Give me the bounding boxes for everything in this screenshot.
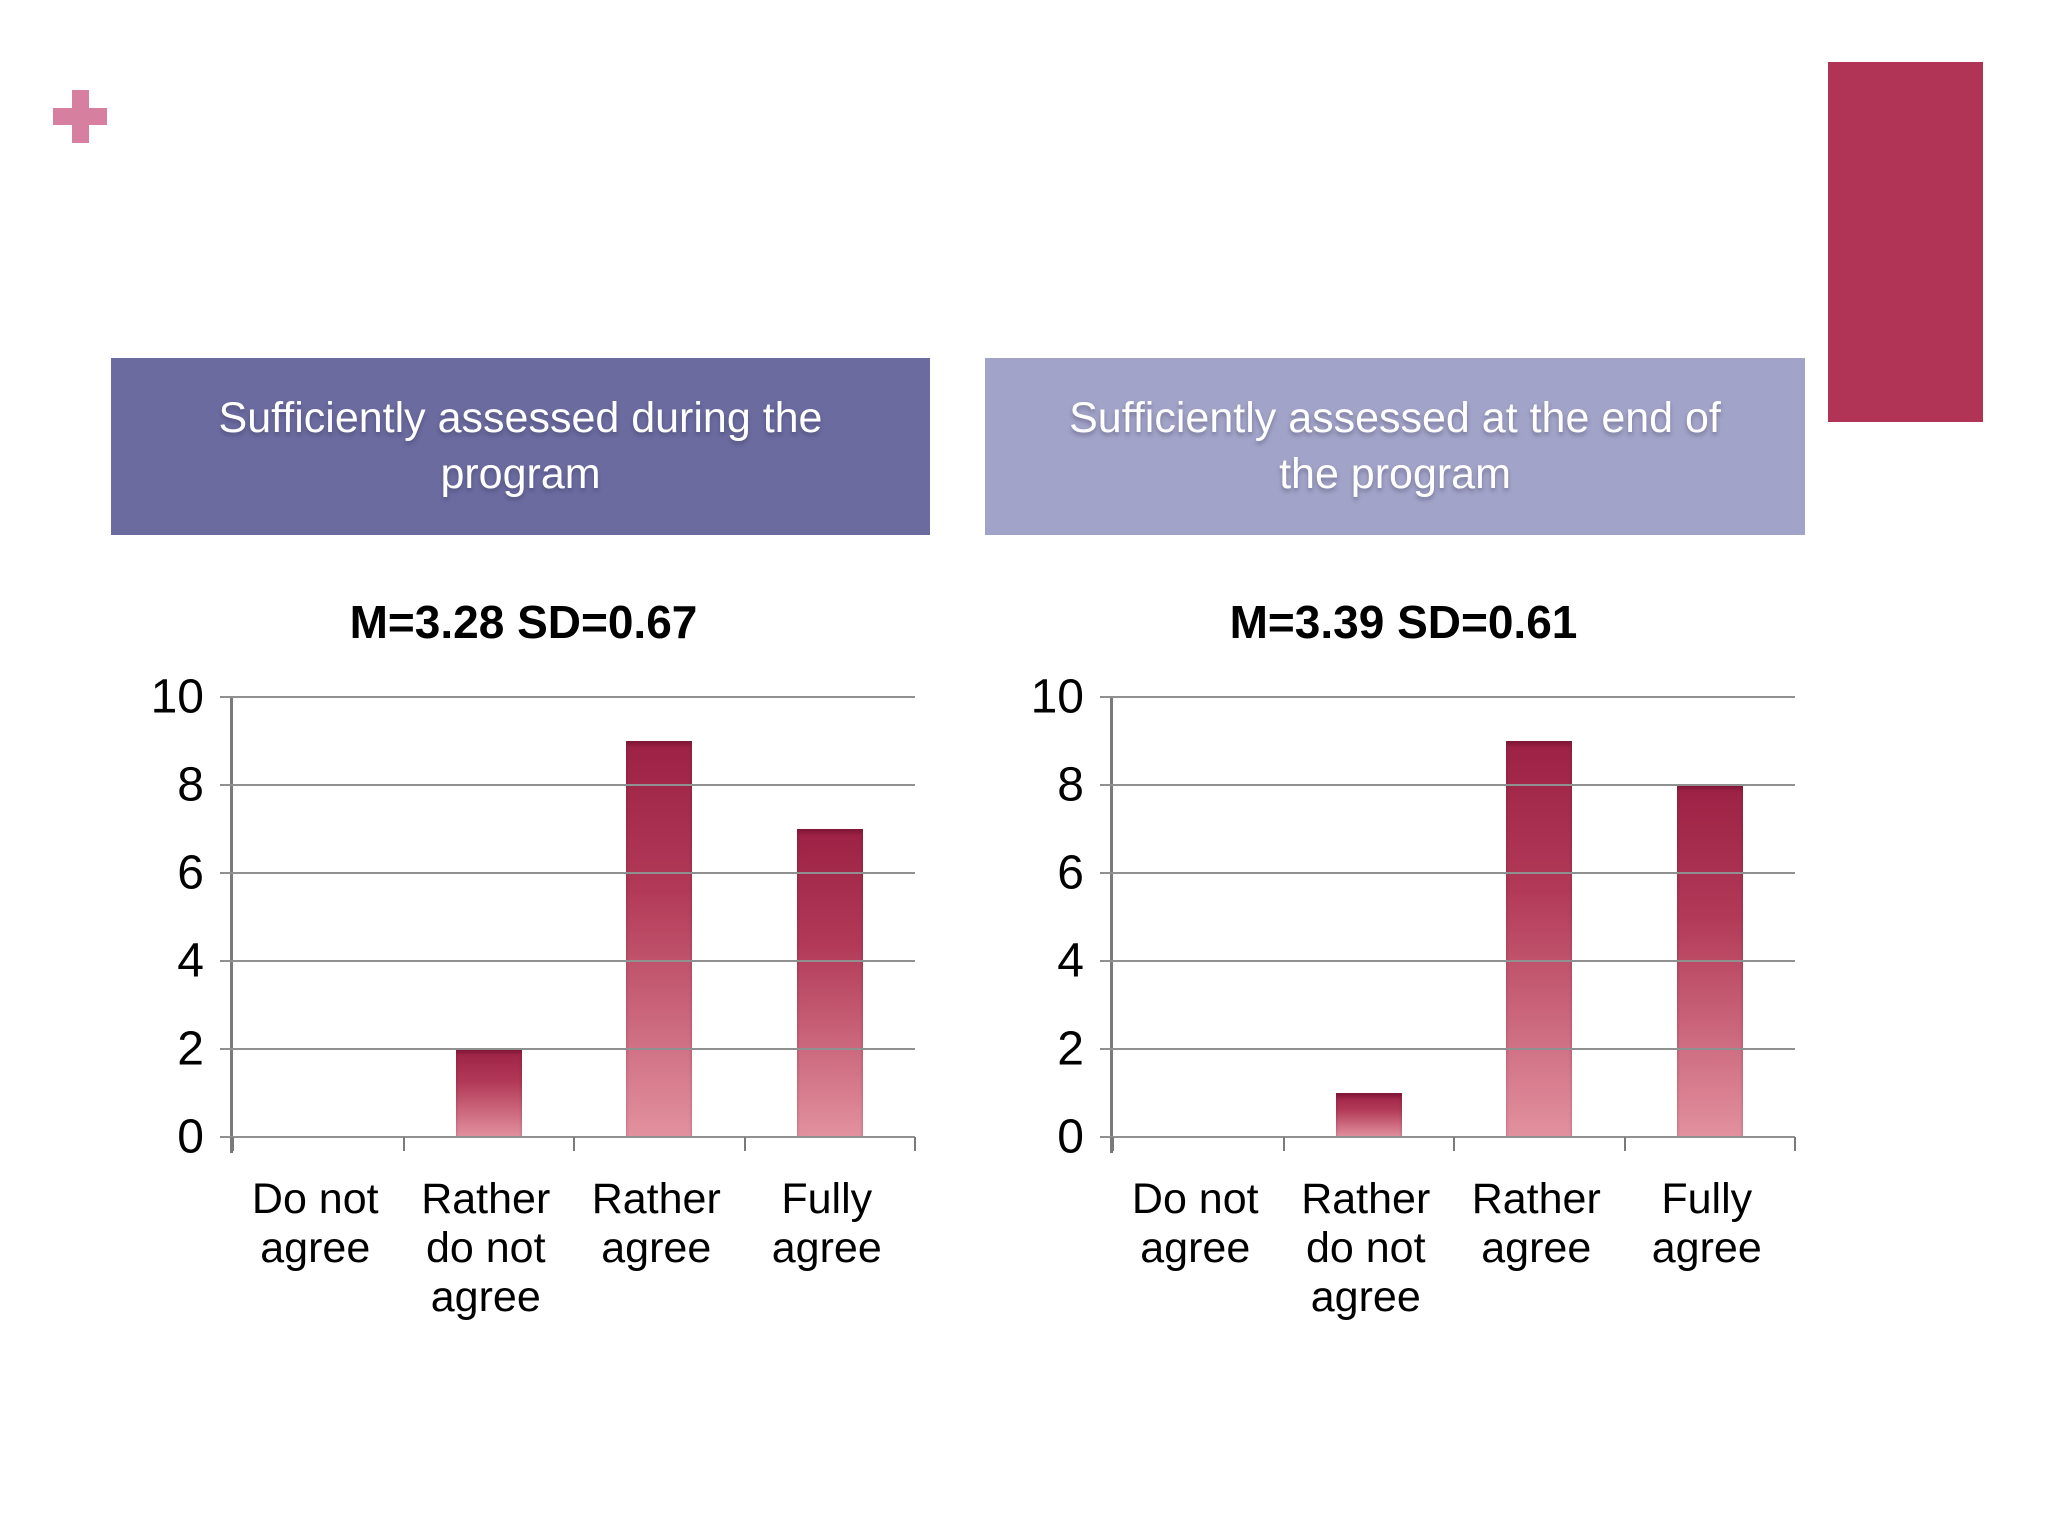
y-axis-tick-label: 4: [1057, 934, 1084, 988]
gridline: [220, 784, 915, 786]
x-axis-tick: [1453, 1137, 1455, 1151]
y-axis-tick-label: 8: [177, 758, 204, 812]
gridline: [220, 960, 915, 962]
header-line: Sufficiently assessed at the end of: [1069, 393, 1721, 442]
y-axis-tick-label: 2: [1057, 1022, 1084, 1076]
x-axis-tick: [1623, 1137, 1626, 1151]
x-axis-category-label: Fully agree: [771, 1175, 882, 1273]
y-axis-tick-label: 10: [150, 670, 204, 724]
gridline: [1100, 1136, 1795, 1138]
x-axis-tick: [1282, 1137, 1285, 1151]
chart-during-program: M=3.28 SD=0.67 0 2 4 6 8 10 Do not agree Rathe…: [151, 596, 916, 1321]
plot-area: [220, 696, 916, 1153]
plot-area: [1100, 696, 1796, 1153]
chart-title: M=3.39 SD=0.61: [1229, 596, 1578, 648]
bar-slot: [1625, 697, 1796, 1137]
x-axis-tick: [573, 1137, 575, 1151]
gridline: [1100, 960, 1795, 962]
x-axis-category-label: Do not agree: [251, 1175, 379, 1273]
y-axis-tick-label: 10: [1030, 670, 1084, 724]
bar-slot: [574, 697, 745, 1137]
header-line: the program: [1279, 449, 1511, 498]
y-axis-tick-label: 0: [177, 1110, 204, 1164]
gridline: [1100, 1048, 1795, 1050]
chart-title: M=3.28 SD=0.67: [349, 596, 698, 648]
x-axis-tick: [1112, 1137, 1114, 1151]
y-axis-tick-label: 2: [177, 1022, 204, 1076]
chart-end-of-program: M=3.39 SD=0.61 0 2 4 6 8 10 Do not agree Rathe…: [1031, 596, 1796, 1321]
gridline: [1100, 784, 1795, 786]
bar: [626, 741, 693, 1137]
x-axis-category-label: Do not agree: [1131, 1175, 1259, 1273]
y-axis-tick-label: 8: [1057, 758, 1084, 812]
bar-slot: [1454, 697, 1625, 1137]
gridline: [220, 1048, 915, 1050]
bar: [1506, 741, 1573, 1137]
x-axis-category-label: Fully agree: [1651, 1175, 1762, 1273]
gridline: [1100, 872, 1795, 874]
bar: [455, 1049, 522, 1137]
gridline: [220, 696, 915, 698]
header-line: program: [440, 449, 601, 498]
x-axis-category-label: Rather do not agree: [421, 1175, 551, 1322]
gridline: [220, 1136, 915, 1138]
header-box-end-of-program: Sufficiently assessed at the end of the …: [985, 358, 1805, 535]
bars-row: [233, 697, 915, 1137]
y-axis-labels: 0 2 4 6 8 10: [994, 671, 1084, 1164]
bar-slot: [1284, 697, 1455, 1137]
x-axis-tick: [402, 1137, 405, 1151]
x-axis-tick: [232, 1137, 234, 1151]
x-axis-category-label: Rather do not agree: [1301, 1175, 1431, 1322]
x-axis-labels: Do not agree Rather do not agree Rather ag…: [230, 1175, 912, 1322]
header-box-during-program: Sufficiently assessed during the program: [111, 358, 930, 535]
bar: [1335, 1093, 1402, 1137]
bar-slot: [745, 697, 916, 1137]
side-accent-bar: [1828, 62, 1983, 422]
y-axis-tick-label: 0: [1057, 1110, 1084, 1164]
header-line: Sufficiently assessed during the: [218, 393, 823, 442]
gridline: [1100, 696, 1795, 698]
plus-icon: [53, 90, 107, 143]
y-axis-labels: 0 2 4 6 8 10: [114, 671, 204, 1164]
x-axis-category-label: Rather agree: [1471, 1175, 1601, 1273]
x-axis-tick: [1794, 1137, 1796, 1151]
y-axis-tick-label: 6: [1057, 846, 1084, 900]
bar-slot: [404, 697, 575, 1137]
bar-slot: [233, 697, 404, 1137]
y-axis-tick-label: 4: [177, 934, 204, 988]
bar: [796, 829, 863, 1137]
x-axis-tick: [743, 1137, 746, 1151]
y-axis-tick-label: 6: [177, 846, 204, 900]
bars-row: [1113, 697, 1795, 1137]
gridline: [220, 872, 915, 874]
x-axis-category-label: Rather agree: [591, 1175, 721, 1273]
bar-slot: [1113, 697, 1284, 1137]
x-axis-tick: [914, 1137, 916, 1151]
x-axis-labels: Do not agree Rather do not agree Rather ag…: [1110, 1175, 1792, 1322]
